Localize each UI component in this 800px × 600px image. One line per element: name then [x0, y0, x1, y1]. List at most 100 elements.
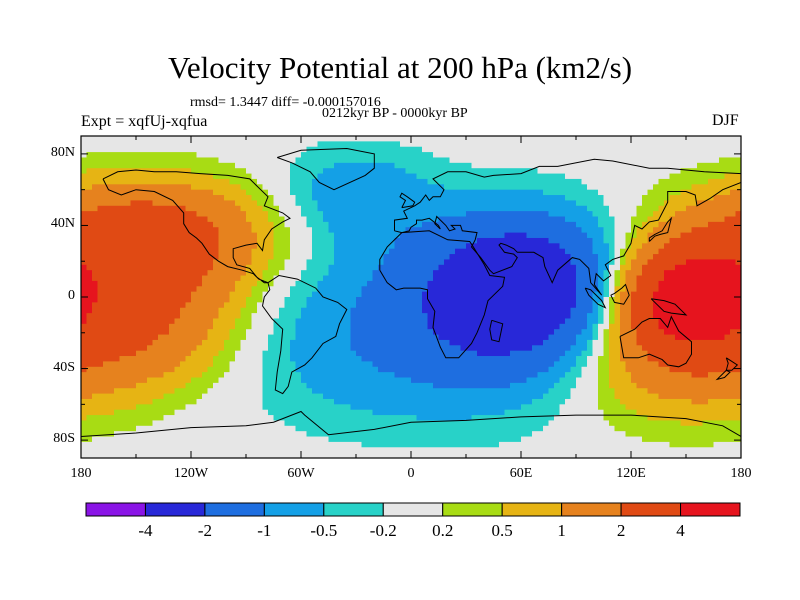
field-cell: [284, 350, 291, 357]
field-cell: [235, 216, 242, 223]
field-cell: [119, 393, 126, 400]
field-cell: [290, 366, 297, 373]
field-cell: [240, 146, 247, 153]
field-cell: [119, 146, 126, 153]
field-cell: [196, 356, 203, 362]
field-cell: [460, 372, 467, 379]
field-cell: [345, 447, 352, 454]
field-cell: [532, 189, 539, 196]
field-cell: [521, 313, 528, 320]
field-cell: [108, 221, 115, 228]
field-cell: [279, 205, 286, 212]
field-cell: [81, 393, 88, 400]
field-cell: [103, 350, 110, 357]
field-cell: [334, 447, 341, 454]
field-cell: [284, 377, 291, 384]
field-cell: [224, 280, 231, 287]
field-cell: [257, 243, 264, 250]
field-cell: [356, 318, 363, 325]
stats-line: rmsd= 1.3447 diff= -0.000157016: [190, 95, 381, 110]
field-cell: [367, 264, 374, 271]
field-cell: [130, 275, 137, 282]
field-cell: [444, 297, 451, 303]
field-cell: [279, 168, 286, 175]
field-cell: [526, 377, 533, 384]
field-cell: [460, 200, 467, 207]
field-cell: [378, 339, 385, 346]
field-cell: [240, 270, 247, 277]
field-cell: [405, 356, 412, 362]
field-cell: [229, 141, 236, 148]
field-cell: [141, 184, 148, 191]
field-cell: [526, 393, 533, 400]
field-cell: [147, 286, 154, 293]
field-cell: [422, 152, 429, 159]
field-cell: [422, 189, 429, 196]
field-cell: [81, 441, 88, 448]
field-cell: [174, 329, 181, 336]
field-cell: [257, 259, 264, 266]
field-cell: [158, 334, 165, 341]
field-cell: [482, 232, 489, 239]
field-cell: [460, 361, 467, 368]
field-cell: [306, 302, 313, 309]
field-cell: [147, 415, 154, 422]
field-cell: [213, 313, 220, 320]
field-cell: [251, 189, 258, 196]
field-cell: [240, 388, 247, 395]
field-cell: [416, 275, 423, 282]
field-cell: [339, 318, 346, 325]
field-cell: [268, 280, 275, 287]
field-cell: [246, 447, 253, 454]
field-cell: [136, 339, 143, 346]
field-cell: [422, 184, 429, 191]
field-cell: [147, 275, 154, 282]
field-cell: [169, 302, 176, 309]
field-cell: [284, 356, 291, 362]
field-cell: [383, 248, 390, 255]
field-cell: [416, 415, 423, 422]
field-cell: [400, 243, 407, 250]
field-cell: [273, 232, 280, 239]
field-cell: [444, 184, 451, 191]
field-cell: [488, 162, 495, 169]
field-cell: [246, 404, 253, 411]
field-cell: [251, 178, 258, 185]
field-cell: [202, 275, 209, 282]
field-cell: [532, 436, 539, 443]
field-cell: [246, 280, 253, 287]
field-cell: [169, 184, 176, 191]
field-cell: [400, 221, 407, 228]
field-cell: [147, 270, 154, 277]
field-cell: [323, 259, 330, 266]
field-cell: [350, 184, 357, 191]
field-cell: [317, 157, 324, 164]
field-cell: [422, 221, 429, 228]
field-cell: [130, 146, 137, 153]
field-cell: [103, 297, 110, 303]
field-cell: [169, 237, 176, 244]
field-cell: [493, 221, 500, 228]
field-cell: [169, 297, 176, 303]
field-cell: [521, 431, 528, 438]
field-cell: [185, 323, 192, 330]
field-cell: [328, 382, 335, 389]
field-cell: [295, 398, 302, 405]
field-cell: [268, 248, 275, 255]
field-cell: [295, 415, 302, 422]
field-cell: [466, 302, 473, 309]
field-cell: [405, 264, 412, 271]
field-cell: [345, 382, 352, 389]
field-cell: [202, 205, 209, 212]
field-cell: [405, 200, 412, 207]
field-cell: [372, 264, 379, 271]
field-cell: [499, 195, 506, 201]
field-cell: [400, 350, 407, 357]
field-cell: [449, 168, 456, 175]
field-cell: [136, 259, 143, 266]
field-cell: [229, 382, 236, 389]
field-cell: [334, 211, 341, 218]
field-cell: [290, 372, 297, 379]
field-cell: [477, 366, 484, 373]
